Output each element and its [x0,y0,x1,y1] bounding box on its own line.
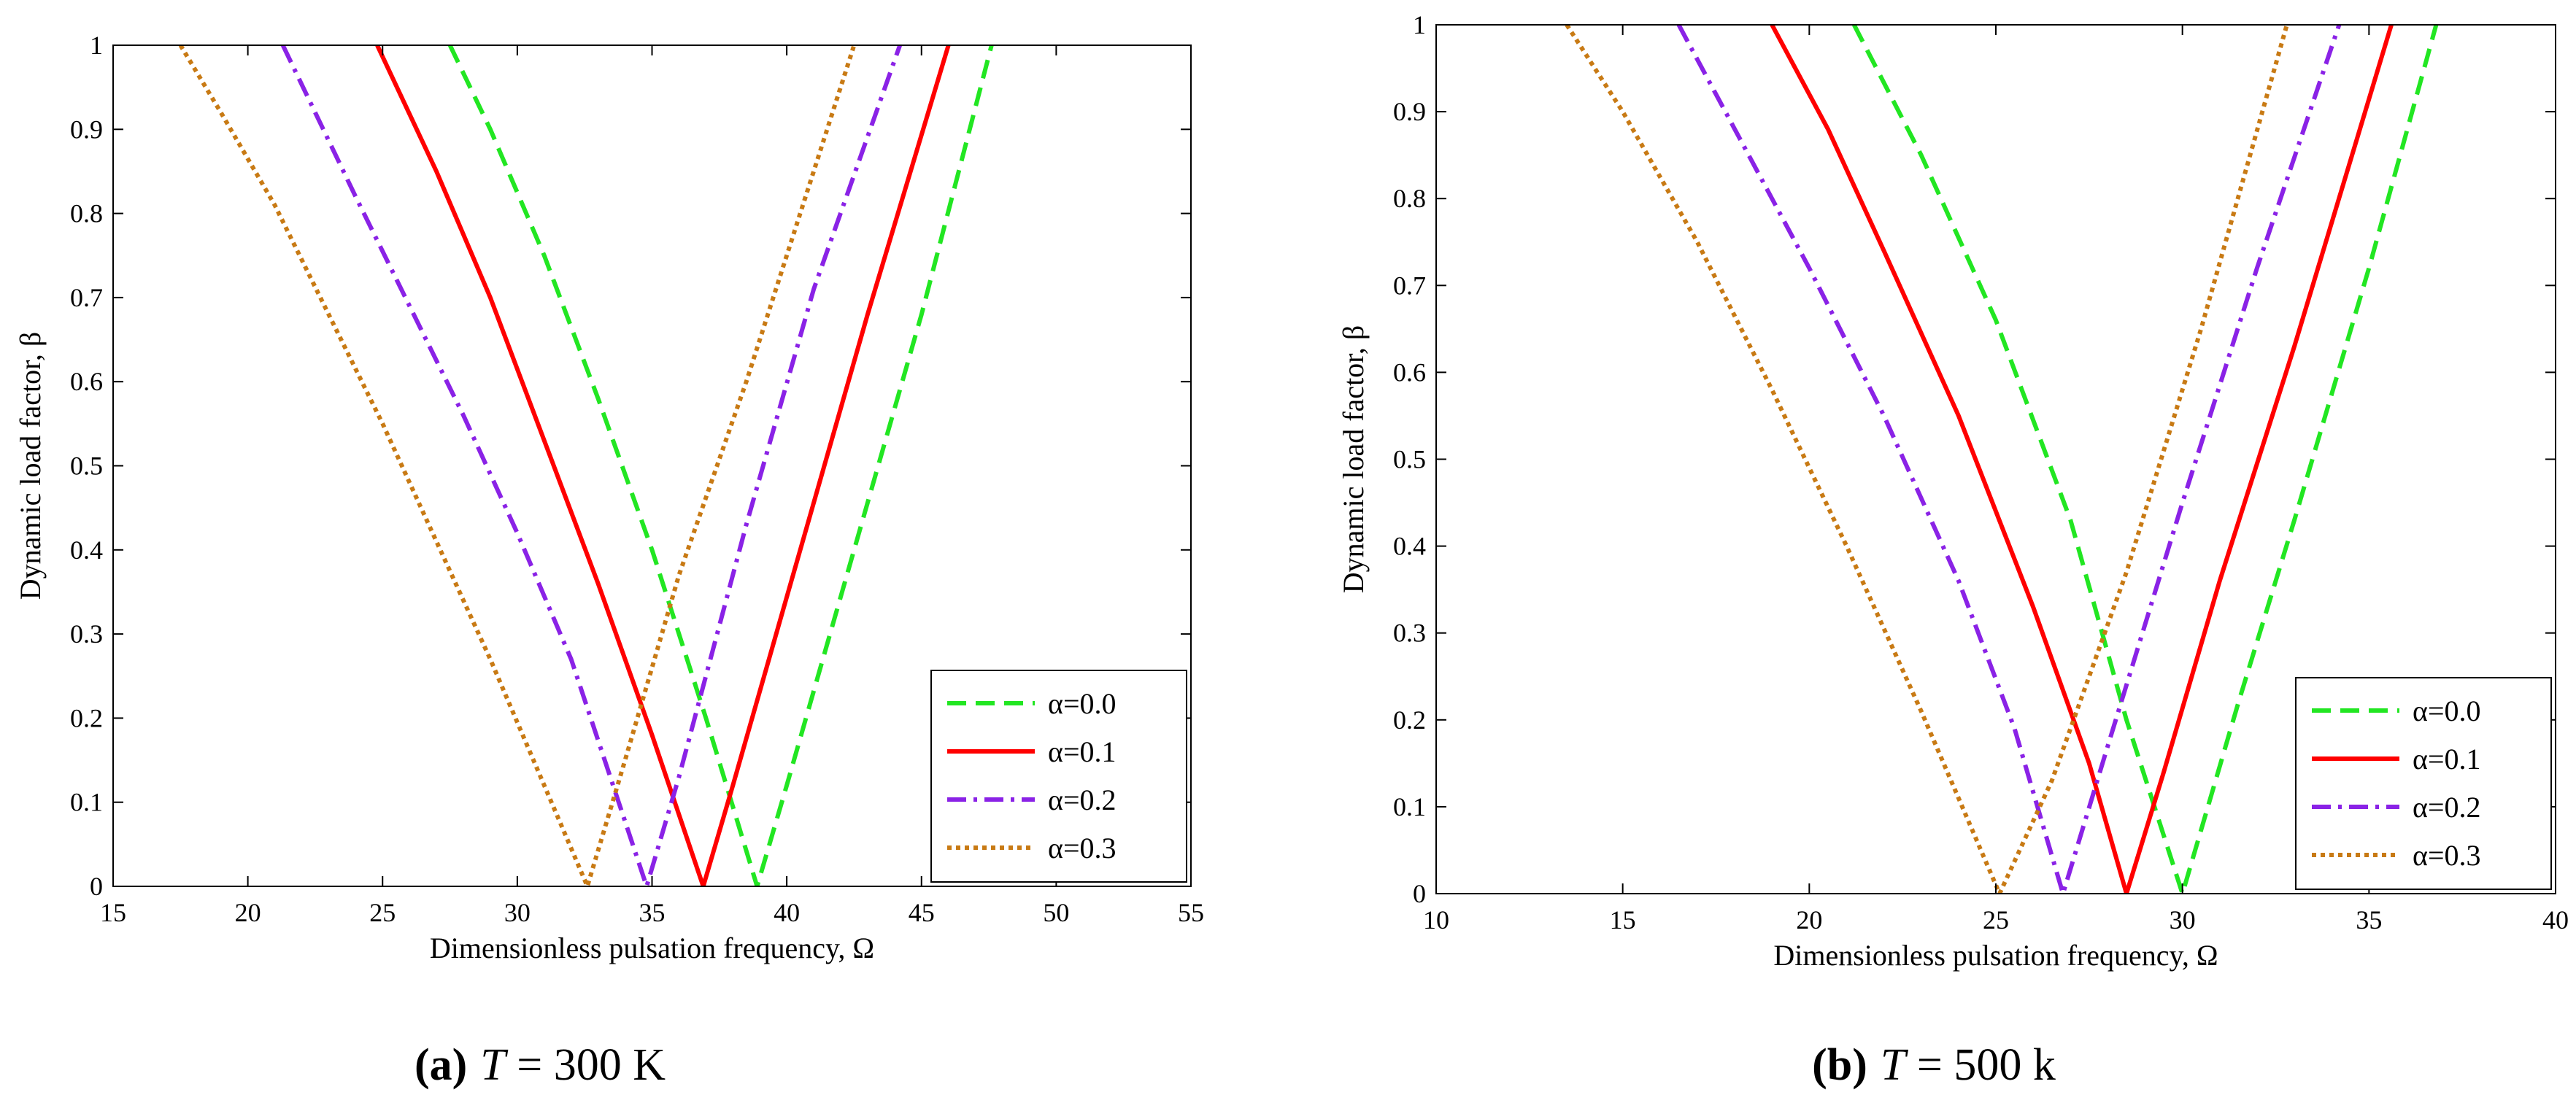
x-tick-label: 35 [639,898,666,927]
series-group [1565,25,2439,894]
legend-label-alpha-1: α=0.1 [1048,735,1117,768]
caption-b: (b) T = 500 k [1812,1040,2056,1090]
series-group [178,45,994,886]
y-tick-label: 0 [1413,879,1426,908]
series-line-alpha-1 [1770,25,2394,894]
series-line-alpha-2 [280,45,903,886]
y-tick-label: 0.6 [1393,357,1426,387]
x-tick-label: 20 [235,898,261,927]
legend: α=0.0 α=0.1 α=0.2 α=0.3 [930,670,1187,883]
x-tick-label: 30 [2170,905,2196,934]
x-tick-label: 10 [1423,905,1449,934]
legend-label-alpha-2: α=0.2 [1048,783,1117,816]
x-tick-label: 15 [100,898,126,927]
y-tick-label: 0.2 [70,703,103,732]
y-tick-label: 0.8 [1393,184,1426,213]
x-tick-label: 40 [774,898,800,927]
legend-label-alpha-1: α=0.1 [2413,743,2481,775]
x-axis-label: Dimensionless pulsation frequency, Ω [1773,939,2218,972]
legend-label-alpha-3: α=0.3 [1048,832,1117,864]
y-tick-label: 0.4 [1393,532,1426,561]
y-tick-label: 0.3 [1393,619,1426,648]
x-tick-label: 40 [2542,905,2569,934]
caption-b-var: T [1881,1040,1909,1090]
y-tick-label: 0.8 [70,199,103,228]
series-line-alpha-2 [1676,25,2342,894]
legend-label-alpha-0: α=0.0 [2413,694,2481,727]
y-axis-label: Dynamic load factor, β [1337,325,1370,594]
caption-b-label: (b) [1812,1040,1867,1090]
x-tick-label: 35 [2356,905,2382,934]
y-tick-label: 0.7 [1393,271,1426,300]
y-tick-label: 0.2 [1393,705,1426,735]
x-tick-label: 45 [909,898,935,927]
y-tick-label: 1 [90,31,103,60]
caption-a: (a) T = 300 K [414,1040,666,1090]
y-tick-label: 0.9 [1393,97,1426,126]
y-tick-label: 0 [90,872,103,901]
y-tick-label: 0.7 [70,283,103,312]
x-tick-label: 50 [1043,898,1069,927]
caption-a-var: T [480,1040,509,1090]
y-tick-label: 0.1 [70,788,103,817]
y-axis-label: Dynamic load factor, β [14,332,47,600]
y-tick-label: 0.1 [1393,792,1426,821]
series-line-alpha-3 [1565,25,2289,894]
x-tick-label: 15 [1610,905,1636,934]
x-tick-label: 20 [1796,905,1822,934]
series-line-alpha-3 [178,45,857,886]
legend: α=0.0 α=0.1 α=0.2 α=0.3 [2295,677,2552,890]
x-axis-label: Dimensionless pulsation frequency, Ω [430,932,874,964]
y-tick-label: 0.9 [70,115,103,144]
x-tick-label: 30 [504,898,531,927]
panel-a-chart: 15 20 25 30 35 40 45 50 55 0 0.1 0.2 0.3 0.4 0.5 0.6 0.7… [14,31,1204,964]
y-tick-label: 0.4 [70,535,103,565]
caption-a-text: = 300 K [506,1040,666,1090]
series-line-alpha-1 [375,45,951,886]
y-tick-label: 0.3 [70,619,103,649]
y-tick-label: 0.5 [1393,445,1426,474]
legend-label-alpha-3: α=0.3 [2413,839,2481,872]
series-line-alpha-0 [447,45,994,886]
x-tick-label: 25 [1983,905,2009,934]
x-tick-label: 25 [369,898,396,927]
y-tick-label: 0.5 [70,452,103,481]
legend-label-alpha-2: α=0.2 [2413,791,2481,824]
panel-b-chart: 10 15 20 25 30 35 40 0 0.1 0.2 0.3 0.4 0.5 0.6 0.7 0.8 0… [1337,10,2569,972]
x-tick-label: 55 [1178,898,1204,927]
caption-a-label: (a) [414,1040,467,1090]
legend-label-alpha-0: α=0.0 [1048,687,1117,720]
caption-b-text: = 500 k [1905,1040,2055,1090]
y-tick-label: 0.6 [70,367,103,396]
y-tick-label: 1 [1413,10,1426,39]
